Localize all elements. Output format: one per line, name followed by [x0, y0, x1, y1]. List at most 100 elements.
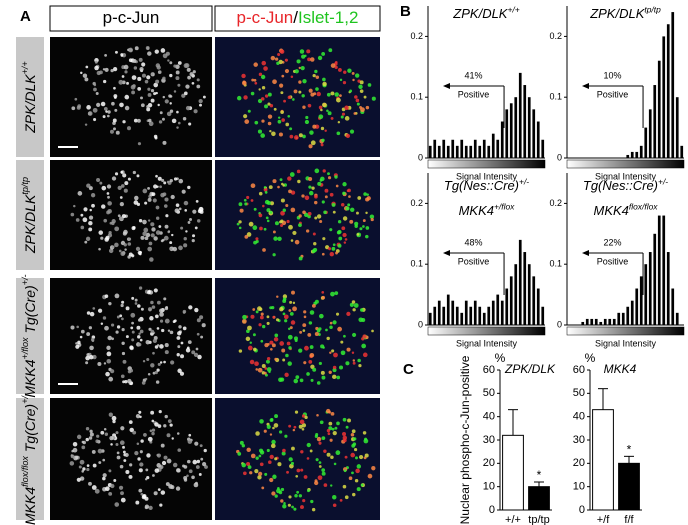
cell	[267, 92, 272, 97]
cell	[269, 104, 274, 108]
cell	[362, 225, 365, 228]
cell	[308, 321, 313, 325]
text-part: ZPK/DLK	[589, 6, 646, 21]
cell	[264, 104, 269, 109]
row-label-box	[16, 278, 44, 394]
cell	[362, 219, 366, 222]
annotation: Positive	[458, 256, 490, 266]
cell	[106, 345, 111, 350]
cell	[317, 55, 323, 61]
y-tick-label: 0	[557, 319, 562, 329]
cell	[275, 318, 280, 322]
cell	[356, 233, 360, 236]
cell	[307, 103, 312, 108]
cell	[106, 114, 110, 118]
cell	[313, 242, 317, 246]
cell	[159, 185, 162, 189]
cell	[150, 98, 155, 103]
cell	[176, 110, 179, 114]
cell	[238, 202, 243, 207]
cell	[90, 193, 96, 198]
cell	[284, 434, 288, 438]
cell	[125, 335, 129, 339]
label: MKK4+/flox Tg(Cre)+/-	[21, 274, 38, 397]
cell	[314, 168, 320, 174]
bar	[433, 139, 437, 158]
cell	[300, 450, 304, 454]
cell	[327, 111, 332, 116]
bar	[648, 252, 652, 325]
cell	[139, 329, 144, 334]
cell	[157, 362, 161, 366]
y-tick-label: 50	[573, 387, 585, 399]
cell	[281, 74, 285, 78]
cell	[120, 53, 124, 57]
cell	[310, 499, 314, 504]
cell	[120, 426, 125, 431]
cell	[268, 460, 272, 465]
cell	[117, 214, 121, 218]
bar	[509, 103, 513, 158]
cell	[288, 457, 293, 462]
bar	[482, 139, 486, 158]
cell	[171, 118, 177, 124]
cell	[162, 53, 168, 59]
cell	[86, 183, 91, 188]
cell	[299, 49, 305, 54]
bar	[527, 264, 531, 325]
cell	[85, 65, 89, 69]
cell	[189, 217, 193, 221]
cell	[348, 195, 351, 198]
bar	[541, 139, 545, 158]
cell	[359, 89, 364, 93]
text-part: Islet-1,2	[298, 8, 358, 27]
panel-label: B	[400, 3, 411, 20]
cell	[308, 144, 313, 149]
bar	[590, 318, 594, 325]
bar	[671, 12, 675, 158]
cell	[164, 224, 169, 229]
cell	[344, 105, 349, 111]
cell	[325, 408, 331, 414]
cell	[263, 186, 267, 189]
intensity-scale	[566, 159, 685, 169]
cell	[284, 319, 288, 323]
cell	[175, 70, 180, 75]
cell	[304, 415, 308, 420]
cell	[336, 421, 340, 426]
bar	[509, 276, 513, 325]
cell	[185, 84, 190, 89]
cell	[149, 429, 153, 433]
cell	[187, 439, 193, 444]
text-part: MKK4	[22, 359, 38, 397]
cell	[263, 371, 267, 375]
cell	[75, 218, 80, 222]
cell	[138, 468, 143, 473]
cell	[344, 116, 350, 121]
cell	[304, 195, 310, 201]
cell	[93, 87, 97, 92]
cell	[314, 194, 318, 199]
cell	[249, 471, 253, 475]
cell	[154, 49, 159, 54]
cell	[263, 187, 268, 192]
cell	[267, 102, 271, 106]
x-axis-label: Signal Intensity	[456, 171, 518, 181]
cell	[186, 346, 190, 350]
cell	[266, 367, 272, 372]
cell	[283, 502, 286, 505]
cell	[296, 490, 300, 494]
bar	[428, 312, 432, 325]
cell	[327, 247, 332, 251]
cell	[71, 106, 76, 111]
cell	[311, 249, 316, 254]
cell	[107, 335, 113, 341]
cell	[92, 463, 97, 468]
cell	[138, 286, 143, 290]
bar	[680, 145, 684, 158]
cell	[277, 185, 280, 189]
cell	[151, 227, 156, 232]
cell	[159, 503, 163, 507]
cell	[199, 103, 202, 107]
cell	[159, 319, 164, 323]
